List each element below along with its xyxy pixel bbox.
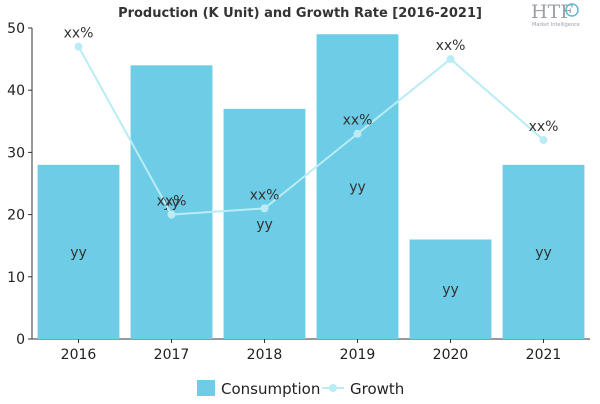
y-tick-label: 30 xyxy=(7,145,25,161)
chart-title: Production (K Unit) and Growth Rate [201… xyxy=(118,6,482,21)
logo-tagline: Market Intelligence xyxy=(532,22,580,28)
legend-marker-growth xyxy=(329,384,337,392)
growth-data-label: xx% xyxy=(250,187,280,203)
growth-point xyxy=(74,42,83,51)
growth-point xyxy=(167,210,176,219)
growth-point xyxy=(353,129,362,138)
logo-brand: HTF xyxy=(531,1,573,23)
y-tick-label: 50 xyxy=(7,21,25,37)
growth-data-label: xx% xyxy=(436,38,466,54)
growth-data-label: xx% xyxy=(529,119,559,135)
x-tick-label: 2020 xyxy=(433,347,469,363)
bar-data-label: yy xyxy=(349,180,366,196)
x-tick-label: 2016 xyxy=(61,347,97,363)
bar-data-label: yy xyxy=(442,282,459,298)
bar-data-label: yy xyxy=(535,245,552,261)
bar-data-label: yy xyxy=(70,245,87,261)
growth-data-label: xx% xyxy=(343,113,373,129)
bar-consumption xyxy=(223,108,306,339)
legend-label-growth: Growth xyxy=(350,380,404,398)
y-tick-label: 40 xyxy=(7,83,25,99)
growth-point xyxy=(539,135,548,144)
x-tick-label: 2021 xyxy=(526,347,562,363)
bar-data-label: yy xyxy=(256,217,273,233)
growth-point xyxy=(260,204,269,213)
plot-area: 0 10 20 30 40 50 2016 2017 2018 2019 2020 2021 yy yy y… xyxy=(7,21,590,363)
y-tick-label: 10 xyxy=(7,270,25,286)
htf-logo: HTF Market Intelligence xyxy=(531,1,580,28)
legend: Consumption Growth xyxy=(197,380,404,398)
y-tick-label: 20 xyxy=(7,208,25,224)
growth-point xyxy=(446,55,455,64)
bar-consumption xyxy=(37,164,120,339)
x-tick-label: 2017 xyxy=(154,347,190,363)
bar-consumption xyxy=(130,65,213,339)
bar-consumption xyxy=(409,239,492,339)
bar-consumption xyxy=(502,164,585,339)
legend-swatch-consumption xyxy=(197,380,215,396)
logo-globe-icon xyxy=(565,3,579,17)
x-tick-label: 2019 xyxy=(340,347,376,363)
legend-label-consumption: Consumption xyxy=(221,380,320,398)
y-tick-label: 0 xyxy=(16,332,25,348)
growth-line xyxy=(77,46,545,216)
bar-consumption xyxy=(316,34,399,339)
x-tick-label: 2018 xyxy=(247,347,283,363)
growth-data-label: xx% xyxy=(64,26,94,42)
growth-data-label: xx% xyxy=(157,194,187,210)
